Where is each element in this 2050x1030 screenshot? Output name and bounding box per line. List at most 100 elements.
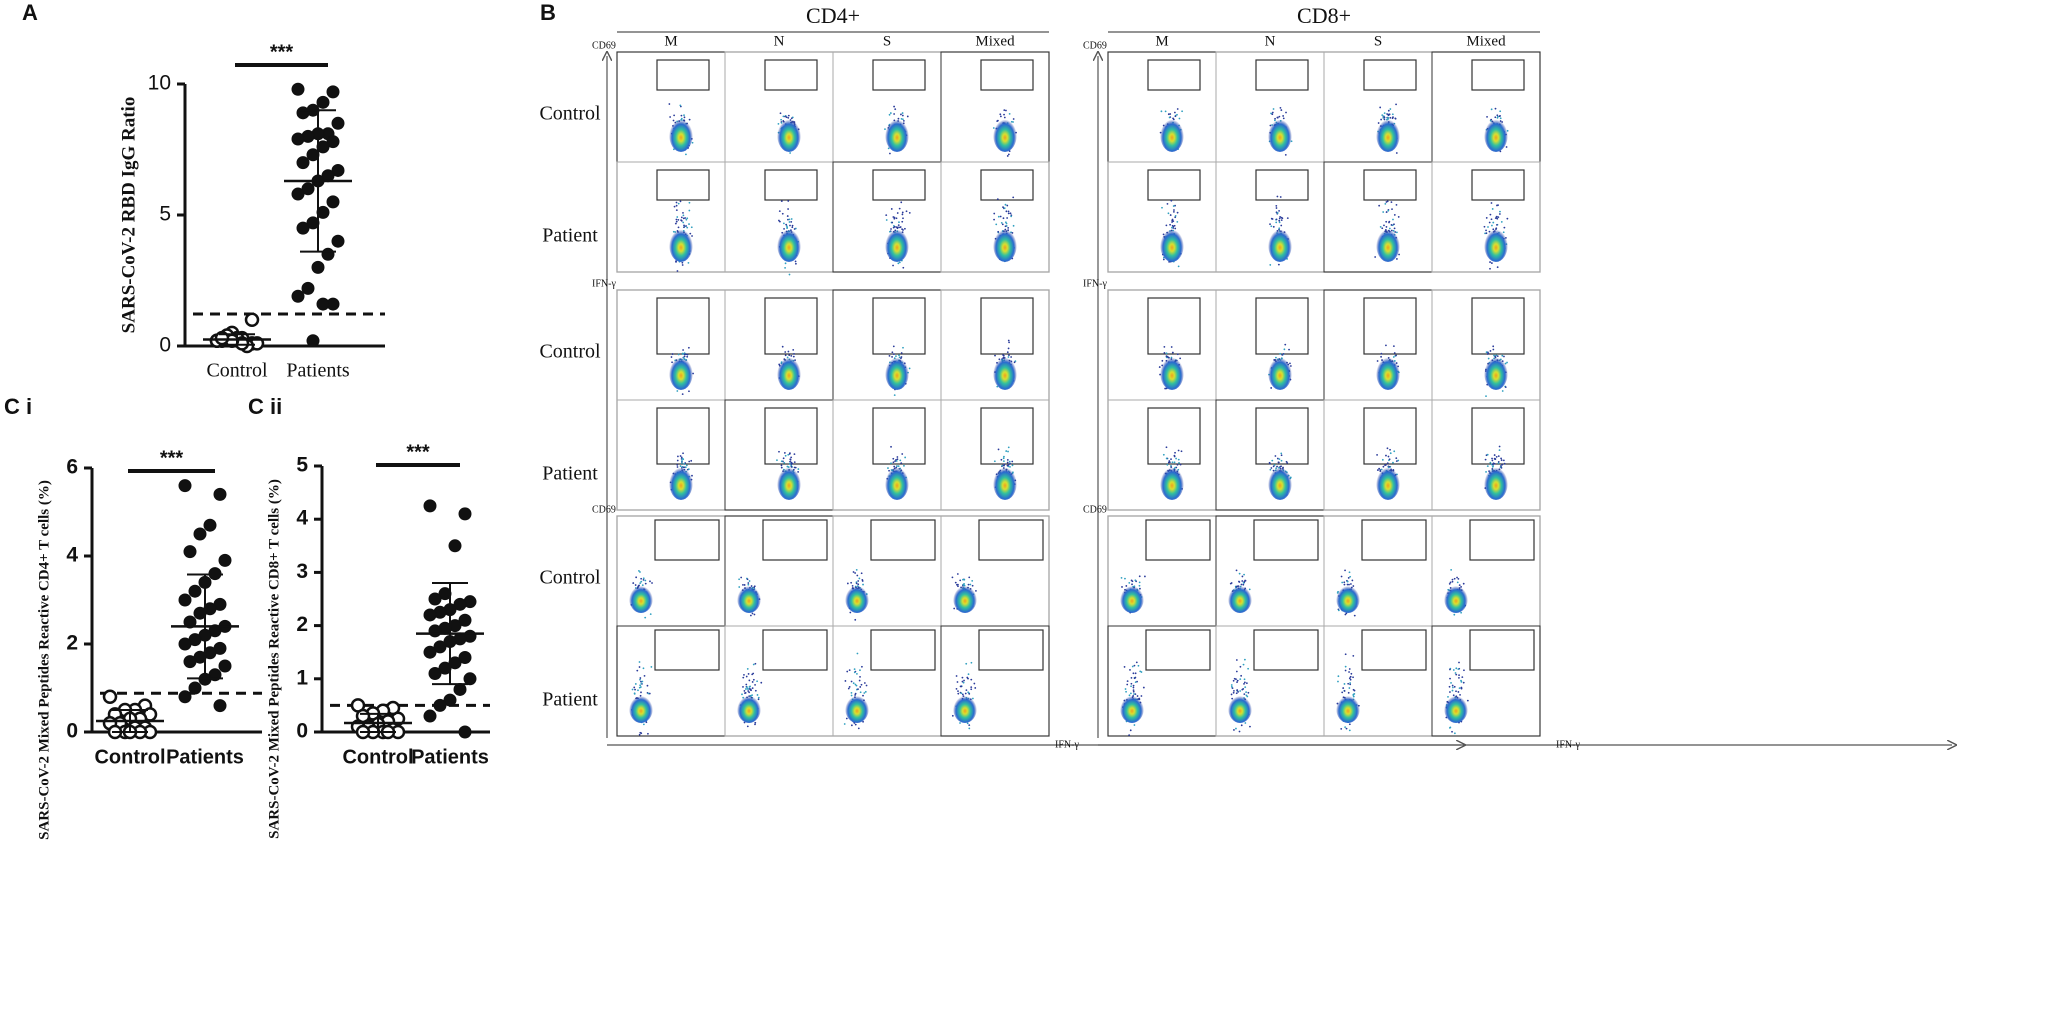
event xyxy=(685,153,687,156)
event xyxy=(1172,205,1175,207)
event xyxy=(679,200,682,203)
event xyxy=(996,198,999,201)
event xyxy=(1460,679,1462,682)
gate xyxy=(1145,519,1211,561)
event xyxy=(1232,691,1235,694)
error-bar xyxy=(219,333,255,346)
event xyxy=(1505,146,1508,148)
event xyxy=(1349,675,1352,678)
event xyxy=(1172,220,1175,223)
event xyxy=(890,462,892,465)
event xyxy=(677,455,679,458)
event xyxy=(960,685,963,688)
event xyxy=(787,350,790,353)
event xyxy=(1458,687,1461,690)
event xyxy=(748,679,751,682)
event xyxy=(970,661,973,664)
event xyxy=(795,262,797,265)
event xyxy=(644,616,647,619)
event xyxy=(1460,611,1463,614)
event xyxy=(997,215,1000,218)
event xyxy=(1502,459,1505,462)
event xyxy=(1270,467,1273,469)
event xyxy=(683,463,686,465)
x-tick-label: Patients xyxy=(166,746,244,768)
event xyxy=(649,580,651,583)
y-tick-label: 3 xyxy=(296,560,308,583)
event xyxy=(1395,152,1398,154)
event xyxy=(1177,265,1180,268)
density xyxy=(1160,116,1184,152)
event xyxy=(1386,113,1388,115)
group-title: CD8+ xyxy=(1297,3,1351,28)
data-point xyxy=(178,479,192,493)
event xyxy=(1496,223,1498,226)
data-point xyxy=(178,637,192,651)
event xyxy=(1348,571,1351,574)
data-point xyxy=(188,584,202,598)
event xyxy=(1448,685,1451,688)
density xyxy=(885,116,909,152)
event xyxy=(1240,724,1243,727)
event xyxy=(1007,212,1010,215)
event xyxy=(901,211,904,214)
event xyxy=(956,583,959,586)
gate xyxy=(1145,629,1211,671)
data-point xyxy=(188,681,202,695)
density xyxy=(993,464,1017,500)
density xyxy=(669,116,693,152)
event xyxy=(749,614,752,617)
event xyxy=(1165,446,1168,449)
error-bar xyxy=(112,709,148,733)
event xyxy=(1245,691,1248,694)
row-label: Control xyxy=(539,341,601,363)
y-tick-label: 10 xyxy=(148,72,171,95)
data-point xyxy=(463,672,477,686)
event xyxy=(1230,684,1233,686)
event xyxy=(1158,366,1161,368)
event xyxy=(888,113,891,116)
event xyxy=(1341,691,1344,694)
event xyxy=(1120,576,1123,579)
event xyxy=(639,684,642,687)
event xyxy=(903,464,905,467)
event xyxy=(1286,462,1289,464)
density xyxy=(1160,464,1184,500)
column-label: Mixed xyxy=(1466,33,1506,49)
density xyxy=(777,464,801,500)
data-point xyxy=(331,234,345,248)
event xyxy=(1177,449,1180,452)
event xyxy=(1494,217,1497,220)
event xyxy=(1453,577,1456,580)
event xyxy=(1132,672,1135,675)
event xyxy=(1503,355,1505,358)
density xyxy=(1376,464,1400,500)
event xyxy=(993,460,996,463)
event xyxy=(738,586,741,588)
event xyxy=(850,581,853,584)
event xyxy=(747,673,750,675)
x-axis-label: IFN-γ xyxy=(1055,739,1079,750)
event xyxy=(1458,674,1460,677)
event xyxy=(688,201,691,204)
event xyxy=(675,261,677,263)
row-label: Patient xyxy=(542,463,598,485)
event xyxy=(690,459,693,462)
event xyxy=(994,354,996,357)
event xyxy=(901,213,904,216)
event xyxy=(1466,699,1469,702)
event xyxy=(780,464,783,467)
event xyxy=(1382,211,1385,213)
event xyxy=(1136,680,1138,683)
event xyxy=(1383,224,1385,227)
event xyxy=(1497,460,1500,463)
event xyxy=(905,210,908,213)
event xyxy=(1162,453,1165,456)
event xyxy=(1276,195,1279,198)
event xyxy=(1284,154,1287,156)
event xyxy=(894,108,897,111)
event xyxy=(892,457,895,460)
event xyxy=(1342,687,1345,689)
data-point xyxy=(428,666,442,680)
event xyxy=(861,580,864,582)
